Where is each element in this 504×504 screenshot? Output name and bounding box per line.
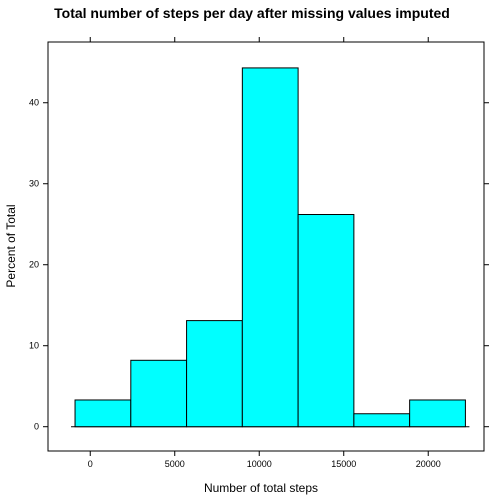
histogram-bar: [409, 399, 466, 428]
y-tick-label: 20: [29, 260, 39, 270]
y-tick-label: 30: [29, 179, 39, 189]
histogram-bar: [186, 320, 243, 428]
y-axis-label: Percent of Total: [4, 204, 18, 287]
histogram-bar: [130, 359, 188, 428]
histogram-bar: [74, 399, 132, 428]
y-tick-label: 10: [29, 341, 39, 351]
plot-frame: [47, 41, 485, 452]
x-tick-label: 10000: [247, 459, 272, 469]
chart-title: Total number of steps per day after miss…: [54, 5, 450, 21]
histogram-bar: [353, 413, 411, 428]
x-tick-label: 5000: [165, 459, 185, 469]
histogram-bar: [297, 214, 355, 428]
x-tick-label: 15000: [331, 459, 356, 469]
histogram-bar: [241, 67, 299, 428]
y-tick-label: 40: [29, 98, 39, 108]
bars-group: [71, 67, 470, 428]
x-axis-label: Number of total steps: [204, 481, 318, 495]
x-tick-label: 0: [88, 459, 93, 469]
y-axis: 0 10 20 30 40: [29, 98, 489, 432]
x-axis: 0 5000 10000 15000 20000: [88, 37, 441, 469]
x-tick-label: 20000: [416, 459, 441, 469]
y-tick-label: 0: [34, 422, 39, 432]
